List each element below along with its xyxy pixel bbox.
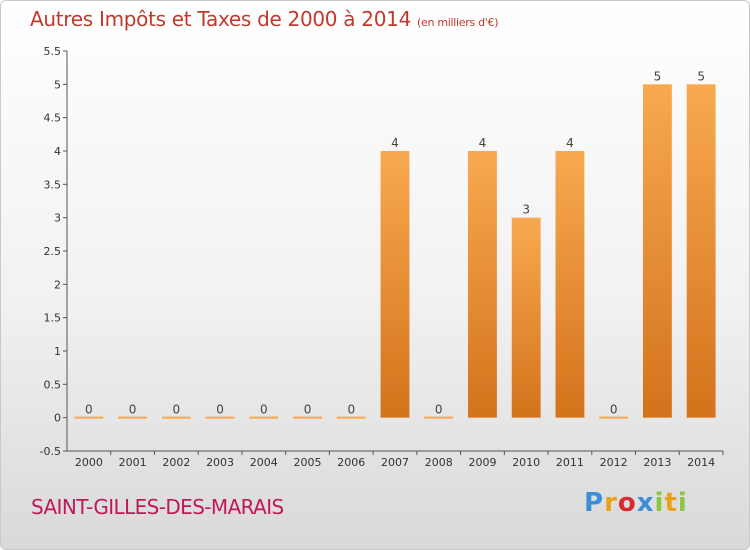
- x-tick-label: 2010: [512, 456, 540, 469]
- bar: [642, 84, 672, 418]
- value-label: 0: [304, 403, 312, 417]
- value-label: 0: [610, 403, 618, 417]
- chart-subtitle: (en milliers d'€): [417, 16, 499, 29]
- value-label: 5: [697, 69, 705, 83]
- x-tick-label: 2000: [75, 456, 103, 469]
- logo-letter: r: [604, 488, 618, 518]
- chart-title-text: Autres Impôts et Taxes de 2000 à 2014: [30, 7, 411, 31]
- x-tick-label: 2004: [250, 456, 278, 469]
- y-tick-label: 5: [54, 78, 61, 91]
- y-tick-label: 0.5: [44, 378, 62, 391]
- x-tick-label: 2005: [294, 456, 322, 469]
- value-label: 0: [216, 403, 224, 417]
- y-tick-label: 2.5: [44, 245, 62, 258]
- chart-bars: [74, 84, 716, 419]
- logo-letter: o: [617, 488, 637, 518]
- bar: [380, 151, 410, 418]
- x-tick-label: 2001: [119, 456, 147, 469]
- y-tick-label: 3.5: [44, 178, 62, 191]
- value-label: 0: [260, 403, 268, 417]
- x-tick-label: 2003: [206, 456, 234, 469]
- x-tick-label: 2014: [687, 456, 715, 469]
- bar: [511, 217, 541, 418]
- bar: [555, 151, 585, 418]
- y-tick-label: 4: [54, 145, 61, 158]
- logo-letter: x: [636, 488, 655, 518]
- x-tick-label: 2011: [556, 456, 584, 469]
- value-label: 3: [522, 203, 530, 217]
- y-tick-label: 0: [54, 412, 61, 425]
- y-tick-label: -0.5: [40, 445, 61, 458]
- chart-title: Autres Impôts et Taxes de 2000 à 2014 (en…: [30, 7, 498, 31]
- y-tick-label: 5.5: [44, 45, 62, 58]
- x-tick-label: 2012: [600, 456, 628, 469]
- bar: [468, 151, 497, 418]
- x-tick-label: 2007: [381, 456, 409, 469]
- bar: [686, 84, 716, 418]
- x-tick-label: 2006: [337, 456, 365, 469]
- logo-letter: i: [677, 488, 688, 518]
- chart-axes: -0.5 0 0.5 1 1.5 2 2.5 3 3.5 4 4.5 5 5.5 2000 2001 2002…: [40, 45, 724, 469]
- value-label: 5: [654, 69, 662, 83]
- proxiti-logo: Proxiti: [584, 488, 688, 518]
- y-tick-label: 3: [54, 212, 61, 225]
- value-label: 4: [391, 136, 399, 150]
- value-label: 4: [566, 136, 574, 150]
- x-tick-label: 2009: [468, 456, 496, 469]
- logo-letter: t: [664, 488, 678, 518]
- logo-letter: i: [654, 488, 665, 518]
- value-label: 4: [479, 136, 487, 150]
- x-tick-label: 2013: [643, 456, 671, 469]
- value-label: 0: [129, 403, 137, 417]
- chart-value-labels: 0 0 0 0 0 0 0 4 0 4 3 4 0 5 5: [85, 69, 705, 416]
- value-label: 0: [85, 403, 93, 417]
- y-tick-label: 1: [54, 345, 61, 358]
- logo-letter: P: [584, 488, 605, 518]
- y-tick-label: 1.5: [44, 312, 62, 325]
- x-tick-label: 2008: [425, 456, 453, 469]
- value-label: 0: [173, 403, 181, 417]
- town-name: SAINT-GILLES-DES-MARAIS: [31, 495, 284, 519]
- value-label: 0: [347, 403, 355, 417]
- x-tick-label: 2002: [162, 456, 190, 469]
- y-tick-label: 4.5: [44, 112, 62, 125]
- y-tick-label: 2: [54, 278, 61, 291]
- value-label: 0: [435, 403, 443, 417]
